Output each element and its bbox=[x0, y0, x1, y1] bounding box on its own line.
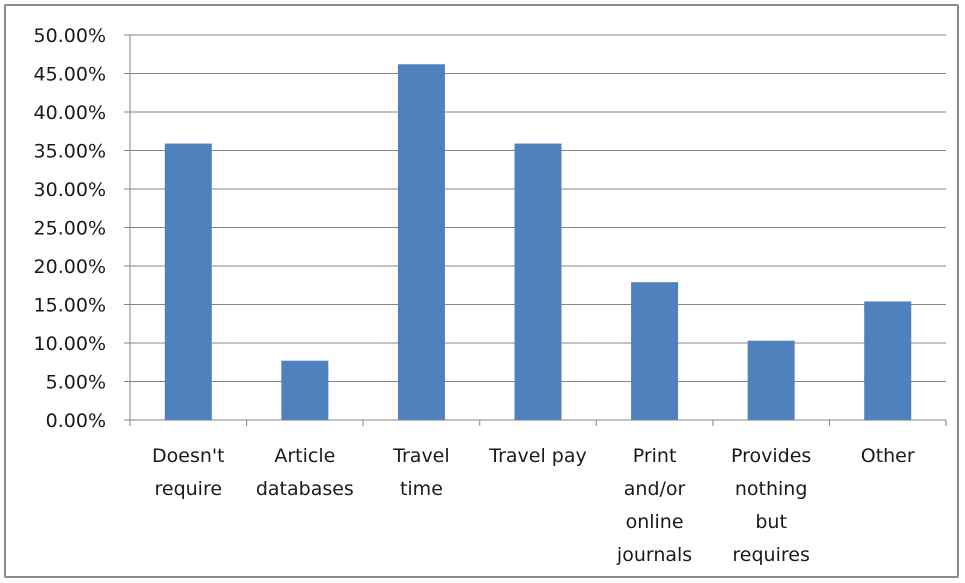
bar bbox=[864, 301, 912, 420]
x-tick-label: requires bbox=[732, 544, 809, 566]
bar bbox=[164, 143, 212, 420]
x-tick-label: Provides bbox=[731, 445, 811, 467]
x-tick-label: nothing bbox=[735, 478, 808, 500]
y-tick-label: 30.00% bbox=[34, 179, 106, 201]
y-tick-label: 40.00% bbox=[34, 102, 106, 124]
x-tick-label: online bbox=[626, 511, 684, 533]
y-tick-label: 5.00% bbox=[46, 372, 106, 394]
x-tick-label: Print bbox=[633, 445, 677, 467]
bar bbox=[397, 64, 445, 420]
x-tick-label: time bbox=[400, 478, 443, 500]
bar bbox=[281, 360, 329, 420]
x-tick-label: Other bbox=[861, 445, 915, 467]
x-tick-label: Travel bbox=[392, 445, 449, 467]
x-tick-label: but bbox=[755, 511, 787, 533]
x-tick-label: require bbox=[155, 478, 223, 500]
bar bbox=[631, 282, 679, 420]
x-tick-label: Article bbox=[274, 445, 335, 467]
bar bbox=[514, 143, 562, 420]
x-tick-label: Doesn't bbox=[152, 445, 225, 467]
chart-frame bbox=[4, 4, 959, 578]
x-tick-label: and/or bbox=[624, 478, 686, 500]
y-tick-label: 10.00% bbox=[34, 333, 106, 355]
bar bbox=[747, 340, 795, 420]
y-tick-label: 35.00% bbox=[34, 141, 106, 163]
y-tick-label: 20.00% bbox=[34, 256, 106, 278]
y-tick-label: 0.00% bbox=[46, 410, 106, 432]
x-tick-label: journals bbox=[616, 544, 692, 566]
y-tick-label: 45.00% bbox=[34, 64, 106, 86]
x-tick-label: databases bbox=[256, 478, 354, 500]
y-tick-label: 25.00% bbox=[34, 218, 106, 240]
y-tick-label: 50.00% bbox=[34, 25, 106, 47]
x-tick-label: Travel pay bbox=[488, 445, 586, 467]
y-tick-label: 15.00% bbox=[34, 295, 106, 317]
